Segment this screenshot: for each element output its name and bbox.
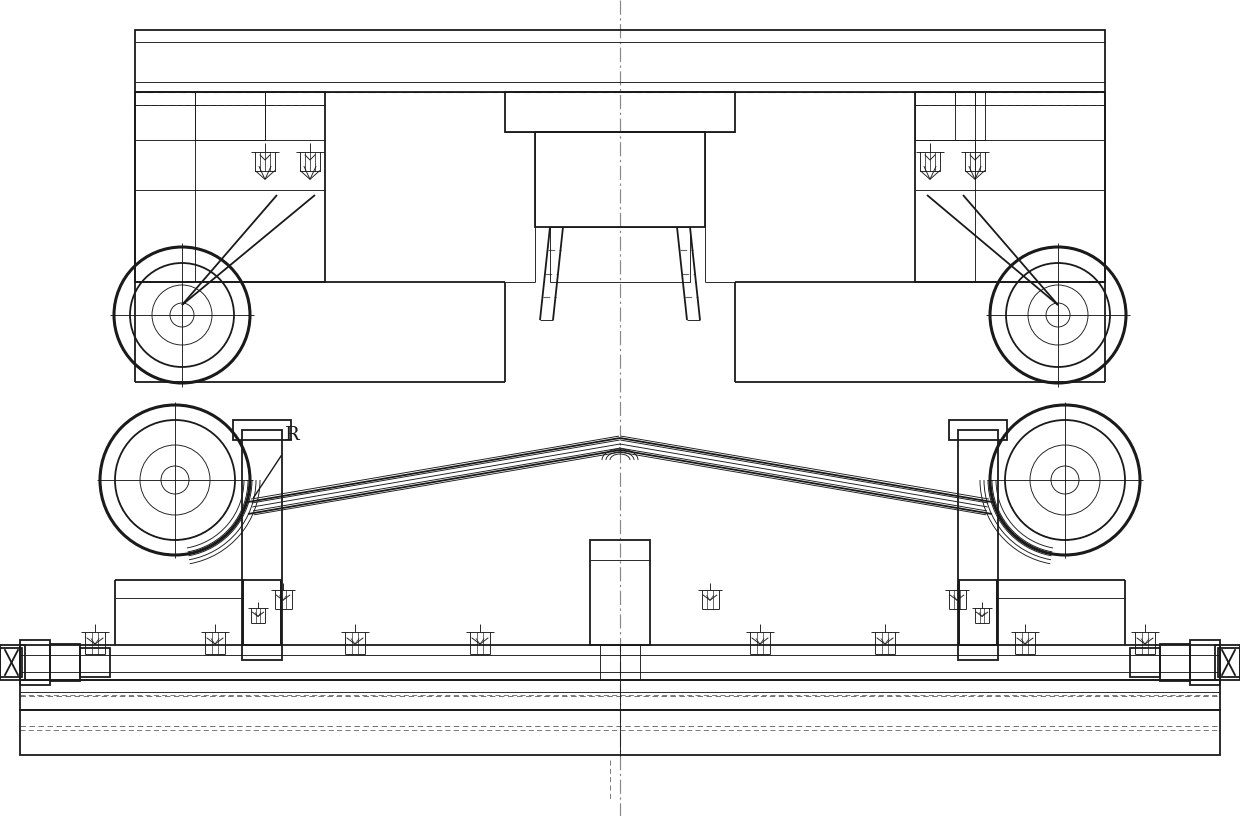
Bar — [915, 92, 1105, 282]
Bar — [959, 580, 997, 645]
Bar — [195, 92, 265, 140]
Bar — [1215, 645, 1240, 680]
Text: R: R — [285, 426, 300, 444]
Bar — [534, 132, 706, 227]
Bar — [949, 420, 1007, 440]
Bar — [233, 420, 291, 440]
Bar — [915, 92, 985, 140]
Bar — [20, 680, 1220, 710]
Bar — [135, 30, 1105, 92]
Bar — [243, 580, 281, 645]
Bar — [959, 430, 998, 660]
Bar — [551, 227, 689, 282]
Bar — [135, 92, 325, 282]
Bar — [600, 645, 640, 680]
Bar — [1130, 648, 1159, 677]
Bar — [0, 648, 22, 677]
Bar — [20, 710, 1220, 755]
Bar — [590, 540, 650, 645]
Bar — [1159, 644, 1190, 681]
Bar — [0, 645, 25, 680]
Bar — [20, 640, 50, 685]
Bar — [81, 648, 110, 677]
Bar — [50, 644, 81, 681]
Bar — [505, 92, 735, 132]
Bar — [242, 430, 281, 660]
Bar — [20, 645, 1220, 680]
Bar — [1218, 648, 1240, 677]
Bar — [1190, 640, 1220, 685]
